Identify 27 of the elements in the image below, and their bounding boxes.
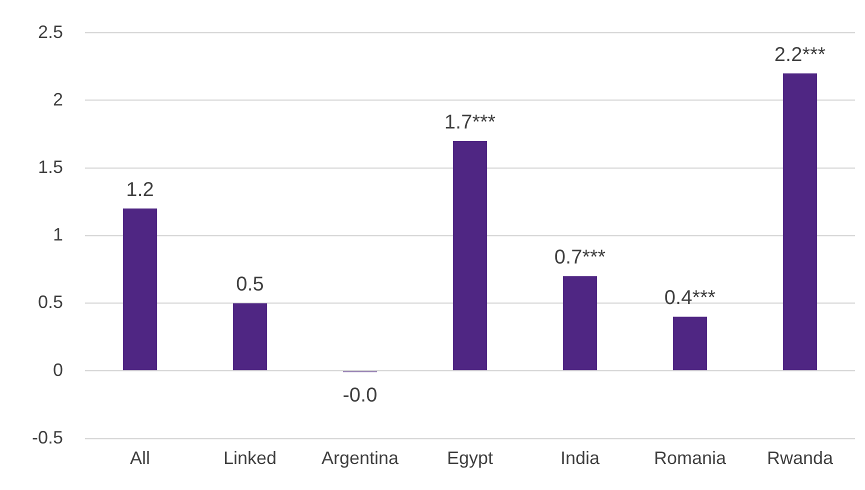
y-tick-label: 1.5 <box>38 156 64 177</box>
data-label: 2.2*** <box>774 44 826 66</box>
bar <box>562 276 598 370</box>
data-label: 0.7*** <box>554 246 606 269</box>
data-label: -0.0 <box>342 384 378 407</box>
bar <box>672 316 708 370</box>
x-tick-label: Argentina <box>321 448 400 468</box>
x-tick-label: Egypt <box>446 448 494 468</box>
data-label: 1.2 <box>126 179 154 202</box>
bar <box>232 303 268 370</box>
y-tick-label: 2.5 <box>38 22 64 42</box>
x-tick-label: India <box>560 448 601 468</box>
bar <box>782 73 818 370</box>
bar <box>122 208 158 370</box>
data-label: 1.7*** <box>444 111 496 134</box>
x-tick-label: All <box>130 448 150 468</box>
y-tick-label: -0.5 <box>32 427 64 448</box>
y-tick-label: 0.5 <box>38 292 64 312</box>
y-tick-label: 1 <box>53 224 64 245</box>
x-tick-label: Rwanda <box>766 448 834 468</box>
y-tick-label: 0 <box>53 360 64 380</box>
data-label: 0.4*** <box>664 287 716 310</box>
data-label: 0.5 <box>236 274 264 296</box>
bar <box>452 140 488 370</box>
y-tick-label: 2 <box>53 89 64 110</box>
x-tick-label: Romania <box>654 448 728 468</box>
x-tick-label: Linked <box>223 448 277 468</box>
